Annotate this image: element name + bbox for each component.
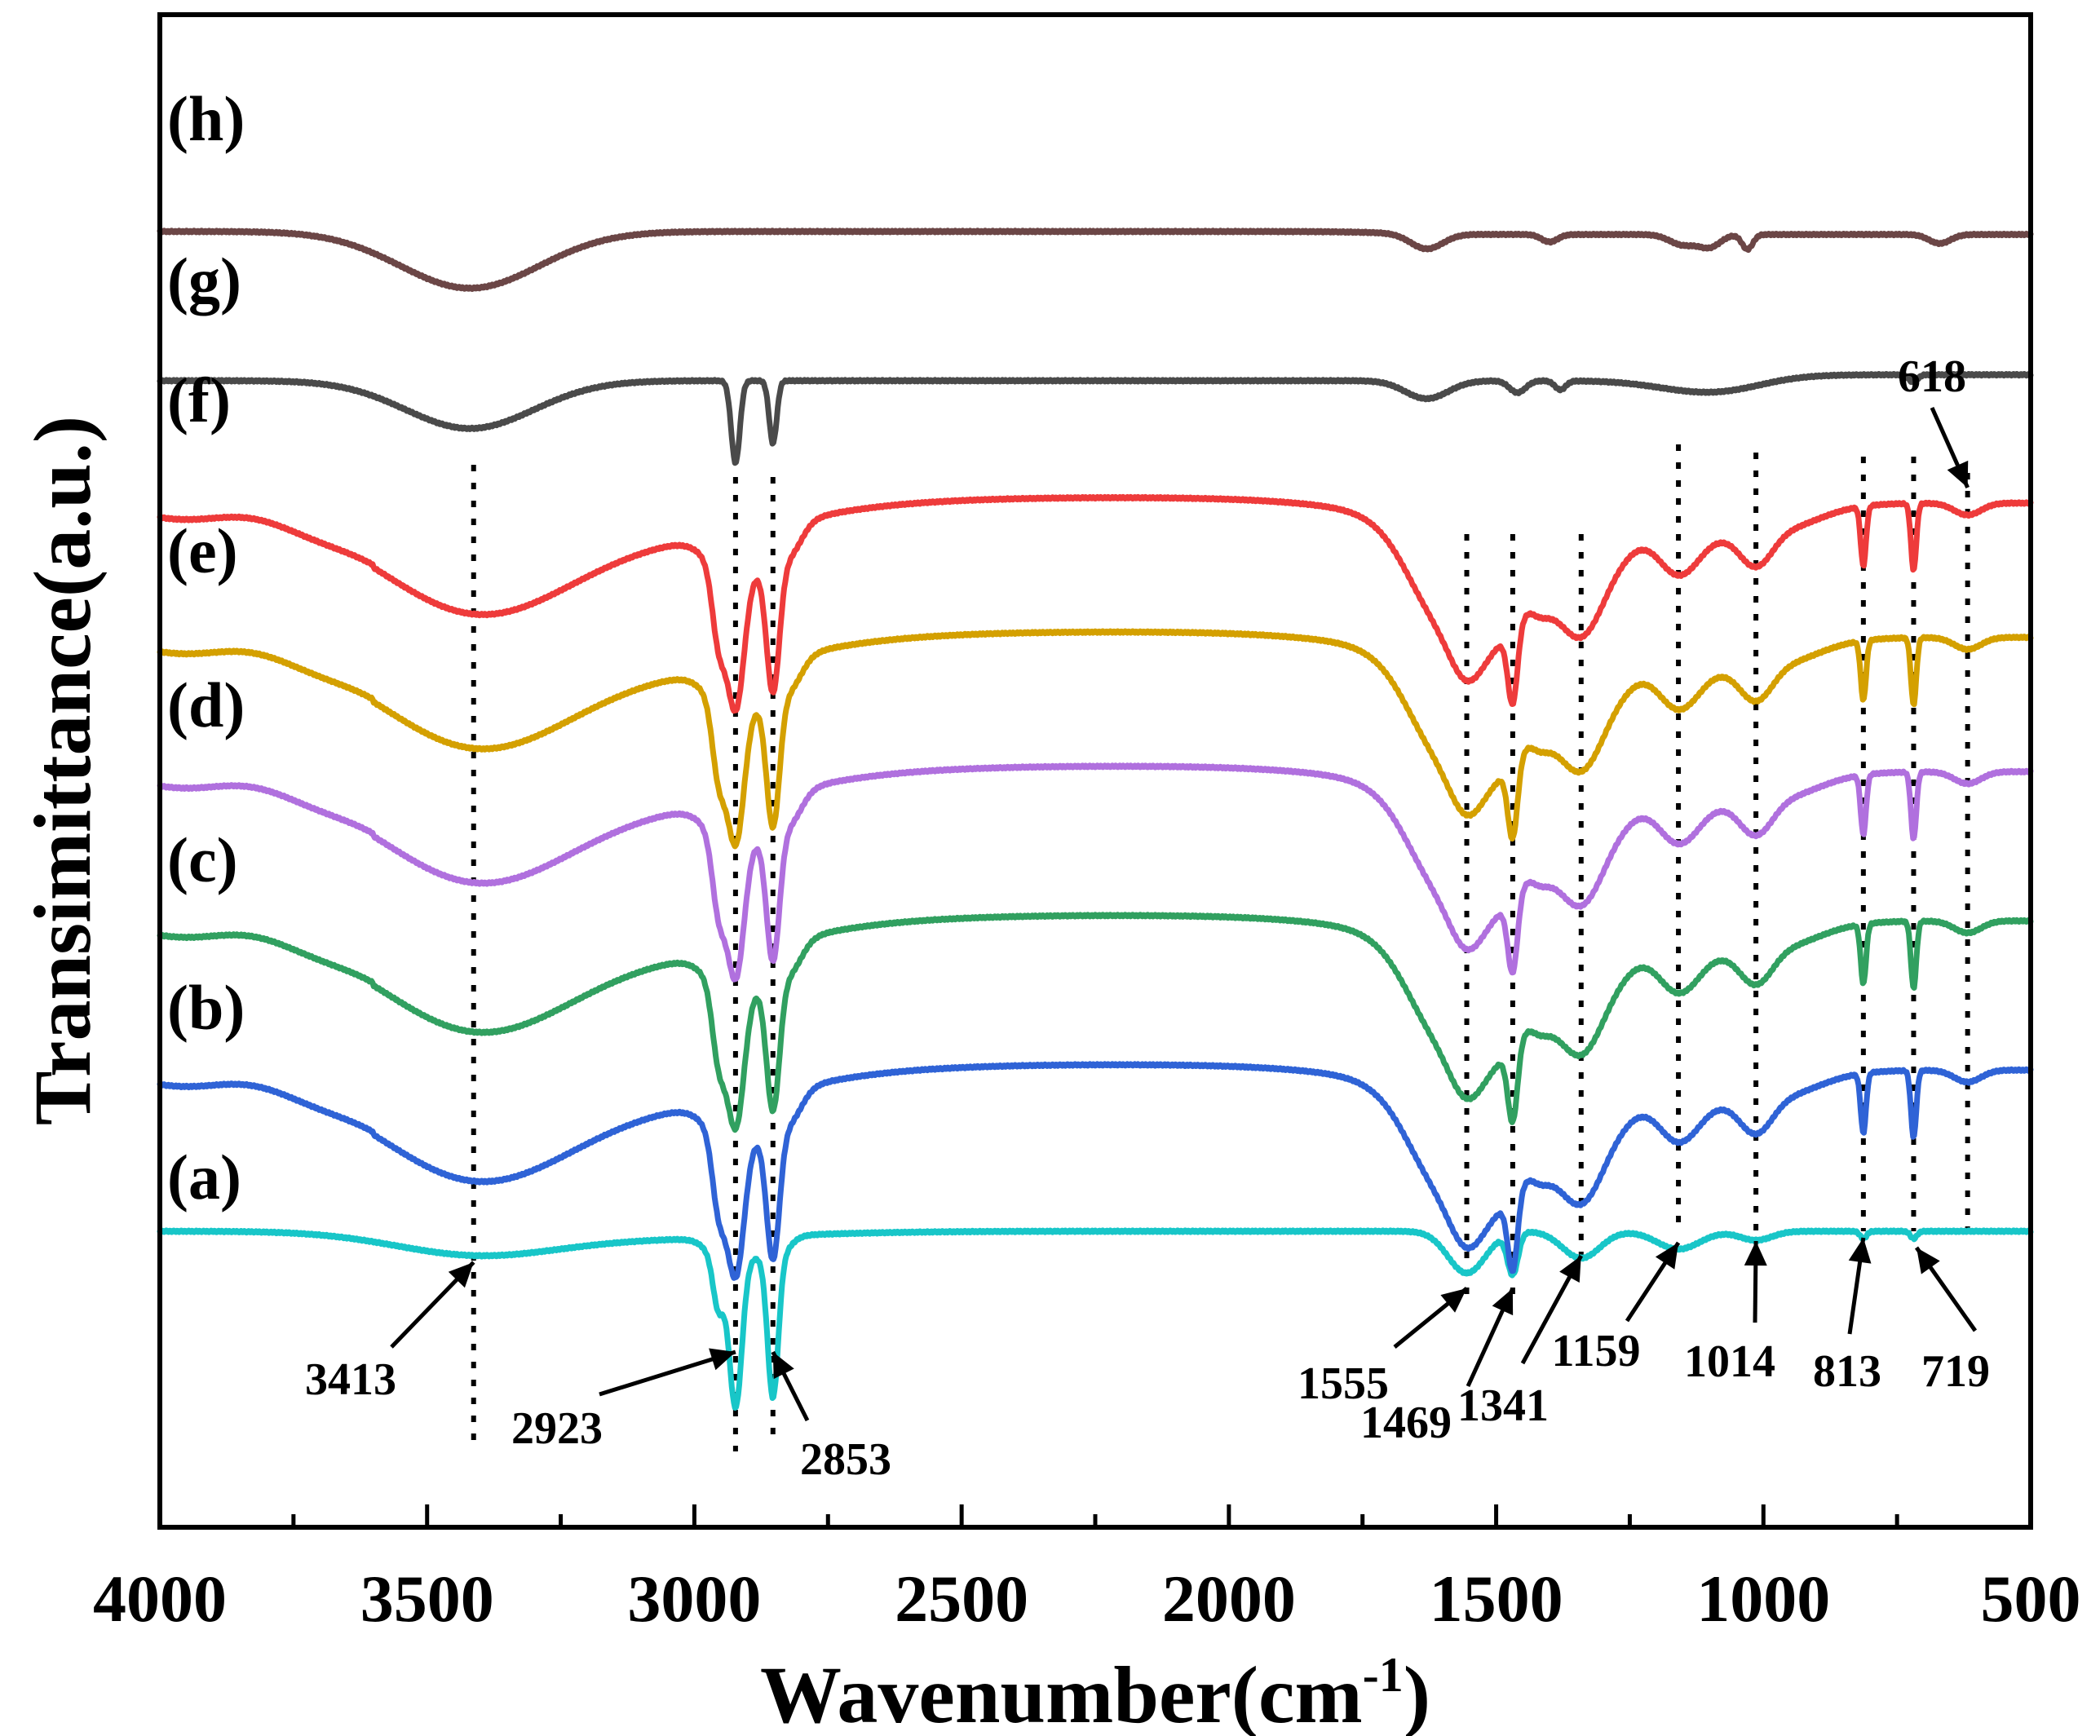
series-label-h: (h) xyxy=(167,83,245,154)
series-label-b: (b) xyxy=(167,972,245,1043)
x-axis-ticks xyxy=(157,1504,2033,1527)
series-curve-h xyxy=(157,227,2034,292)
spectra-series xyxy=(157,227,2034,1411)
series-curve-c xyxy=(157,912,2034,1133)
peak-label-1469: 1469 xyxy=(1360,1398,1452,1448)
peak-label-813: 813 xyxy=(1813,1346,1881,1397)
peak-arrow-head-618 xyxy=(1947,460,1969,488)
series-label-g: (g) xyxy=(167,245,241,316)
peak-arrow-head-2853 xyxy=(772,1352,794,1380)
series-curve-d xyxy=(157,762,2034,983)
peak-label-1014: 1014 xyxy=(1684,1336,1775,1387)
peak-arrow-head-2923 xyxy=(709,1348,736,1371)
x-axis-title-superscript: -1 xyxy=(1363,1648,1404,1702)
peak-arrow-head-1469 xyxy=(1492,1288,1514,1316)
x-tick-label-1500: 1500 xyxy=(1430,1562,1563,1636)
peak-label-1159: 1159 xyxy=(1552,1326,1641,1376)
x-tick-label-3500: 3500 xyxy=(360,1562,494,1636)
series-label-c: (c) xyxy=(167,824,238,895)
x-axis-title-main: Wavenumber(cm xyxy=(760,1650,1363,1736)
series-curve-g xyxy=(157,371,2034,466)
peak-arrow-head-1555 xyxy=(1440,1288,1467,1313)
series-label-e: (e) xyxy=(167,515,238,586)
x-tick-label-4000: 4000 xyxy=(93,1562,227,1636)
x-axis-tick-labels: 4000 3500 3000 2500 2000 1500 1000 500 xyxy=(93,1562,2081,1636)
peak-arrow-head-1159 xyxy=(1655,1243,1679,1270)
y-axis-title: Transimittance(a.u.) xyxy=(17,416,108,1125)
x-tick-label-2500: 2500 xyxy=(895,1562,1028,1636)
peak-label-719: 719 xyxy=(1921,1346,1990,1397)
x-tick-label-500: 500 xyxy=(1981,1562,2081,1636)
peak-arrow-head-1341 xyxy=(1559,1256,1581,1283)
peak-label-1341: 1341 xyxy=(1457,1380,1549,1431)
series-label-d: (d) xyxy=(167,669,245,740)
peak-arrow-head-1014 xyxy=(1744,1241,1767,1266)
peak-label-1555: 1555 xyxy=(1298,1358,1389,1409)
peak-label-3413: 3413 xyxy=(305,1354,396,1405)
x-axis-title: Wavenumber(cm-1) xyxy=(760,1648,1430,1736)
peak-arrow-head-813 xyxy=(1848,1238,1872,1264)
peak-label-2923: 2923 xyxy=(511,1403,603,1454)
series-label-a: (a) xyxy=(167,1142,241,1213)
series-labels: (a) (b) (c) (d) (e) (f) (g) (h) xyxy=(167,83,245,1213)
x-tick-label-1000: 1000 xyxy=(1696,1562,1830,1636)
peak-guide-lines xyxy=(471,444,1970,1451)
series-curve-b xyxy=(157,1061,2034,1281)
series-curve-a xyxy=(157,1227,2034,1411)
series-curve-e xyxy=(157,628,2034,850)
peak-arrows xyxy=(390,406,1978,1422)
series-curve-f xyxy=(157,493,2034,714)
peak-arrow-head-3413 xyxy=(448,1262,474,1288)
peak-arrow-head-719 xyxy=(1917,1248,1940,1274)
x-axis-title-close: ) xyxy=(1404,1650,1430,1736)
plot-frame xyxy=(157,12,2033,1530)
peak-label-618: 618 xyxy=(1898,351,1966,402)
peak-label-2853: 2853 xyxy=(800,1434,891,1485)
series-label-f: (f) xyxy=(167,364,231,435)
x-tick-label-2000: 2000 xyxy=(1162,1562,1296,1636)
x-tick-label-3000: 3000 xyxy=(627,1562,761,1636)
